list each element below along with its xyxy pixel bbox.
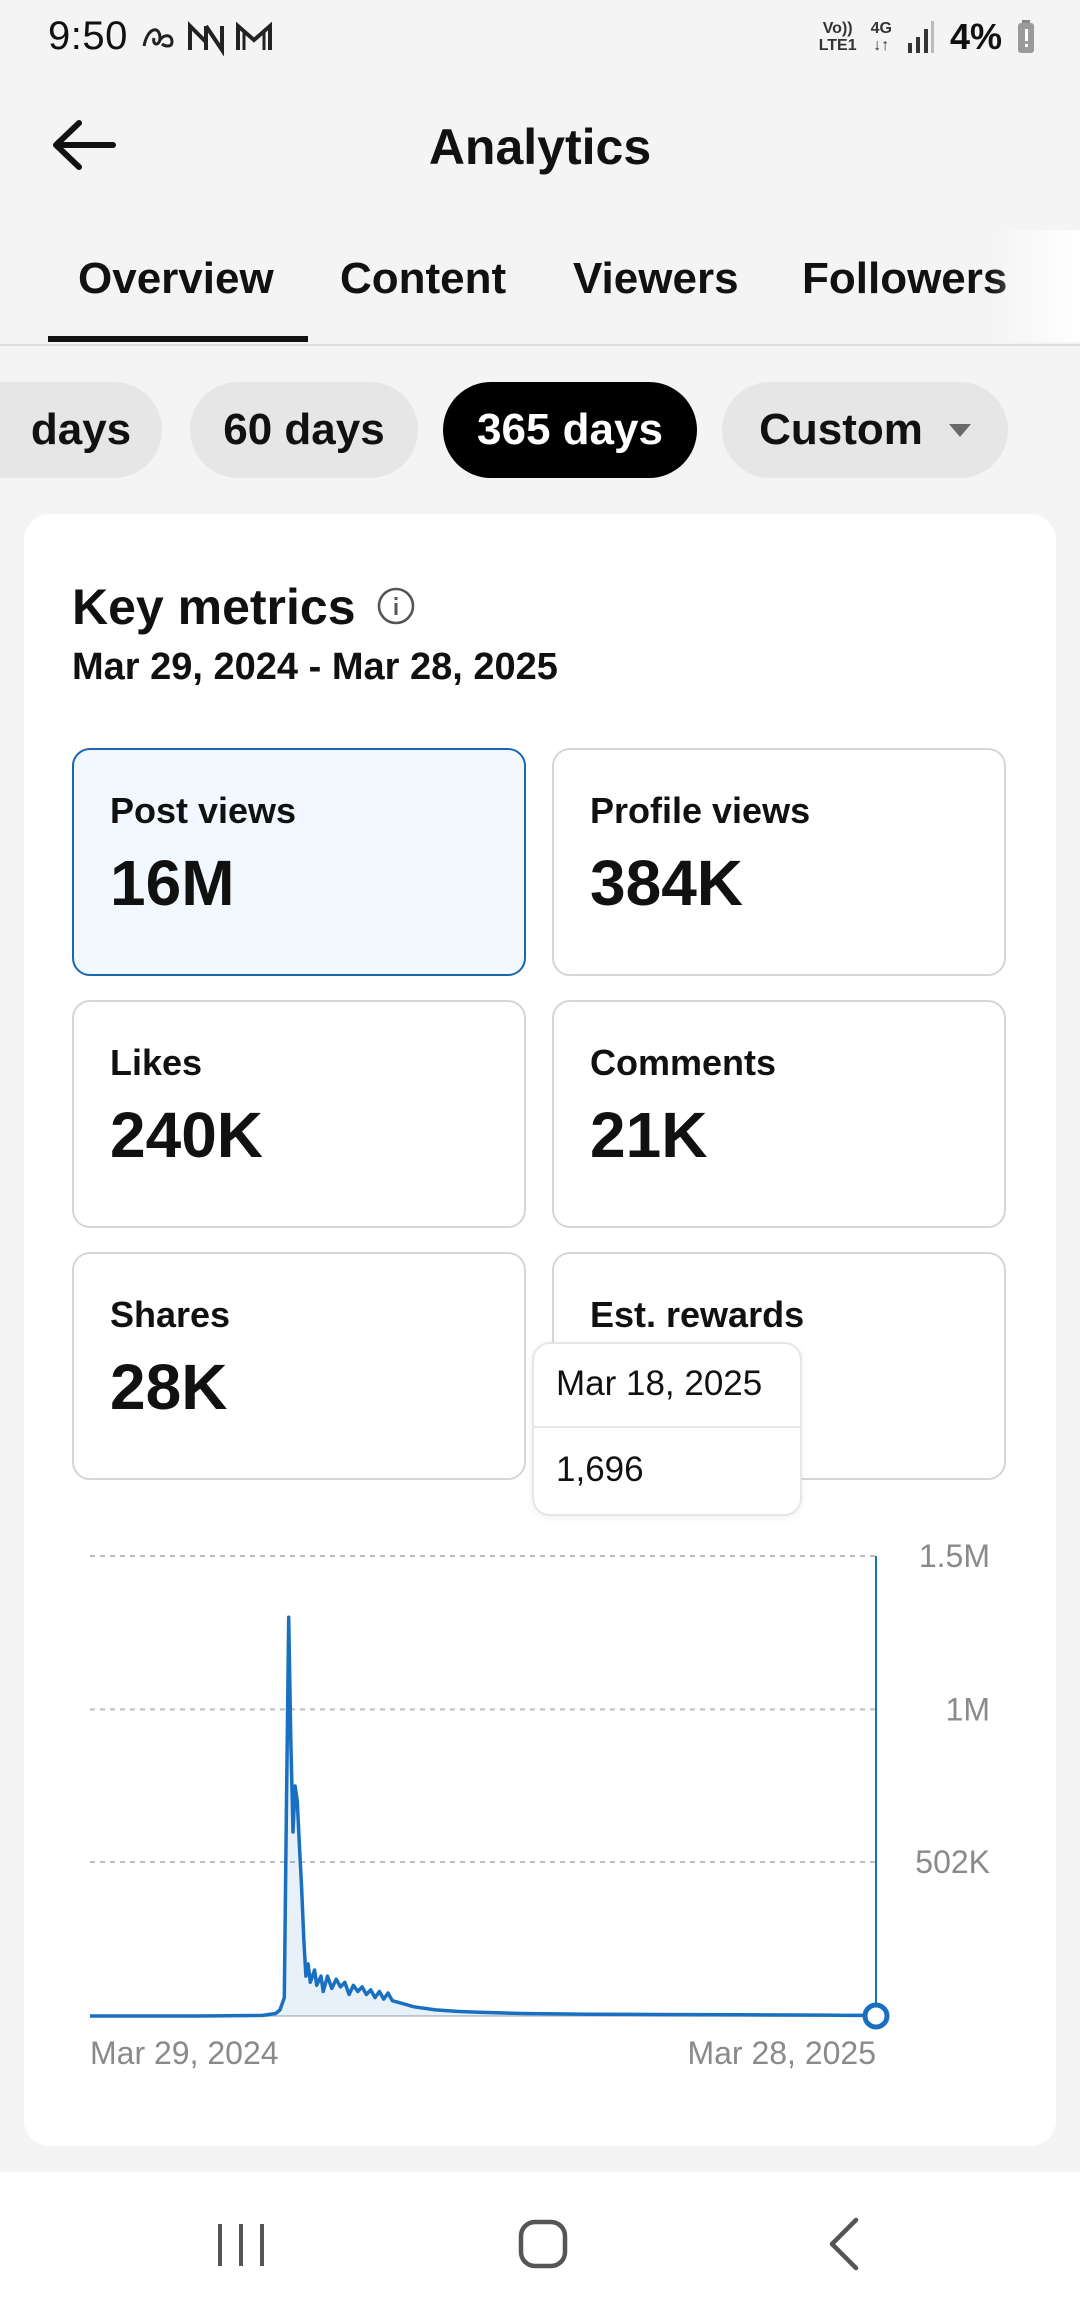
back-button[interactable]	[44, 110, 124, 180]
metric-label: Post views	[110, 790, 297, 831]
info-icon[interactable]	[376, 586, 416, 626]
metric-value: 16M	[110, 847, 235, 919]
tab-scroll-fade	[990, 230, 1080, 342]
tab-content[interactable]: Content	[340, 254, 507, 303]
date-range-chips: days 60 days 365 days Custom	[0, 382, 1080, 478]
y-tick-label: 502K	[915, 1844, 990, 1880]
metric-post-views[interactable]: Post views 16M	[72, 748, 526, 976]
x-tick-label-start: Mar 29, 2024	[90, 2035, 279, 2071]
status-left-icons	[138, 20, 274, 56]
tab-viewers[interactable]: Viewers	[573, 254, 739, 303]
metric-label: Comments	[590, 1042, 777, 1083]
y-tick-label: 1M	[946, 1691, 990, 1727]
range-chip-days[interactable]: days	[0, 382, 162, 478]
tooltip-divider	[534, 1426, 800, 1428]
y-tick-label: 1.5M	[919, 1538, 990, 1574]
vpn-n-icon	[188, 21, 224, 56]
tab-followers[interactable]: Followers	[802, 254, 1008, 303]
metric-label: Shares	[110, 1294, 231, 1335]
range-chip-60-days[interactable]: 60 days	[190, 382, 418, 478]
metric-comments[interactable]: Comments 21K	[552, 1000, 1006, 1228]
post-views-chart[interactable]: 1.5M 1M 502K Mar 29, 2024 Mar 28, 2025	[0, 0, 1080, 2172]
volte-indicator: Vo)) LTE1	[818, 20, 857, 54]
metric-label: Likes	[110, 1042, 203, 1083]
metric-value: 240K	[110, 1099, 263, 1171]
metric-label: Est. rewards	[590, 1294, 805, 1335]
battery-low-icon	[1018, 20, 1034, 53]
tab-active-indicator	[48, 336, 308, 342]
gmail-icon	[236, 21, 272, 50]
signal-icon	[907, 21, 934, 53]
date-range-text: Mar 29, 2024 - Mar 28, 2025	[72, 646, 558, 688]
metric-value: 21K	[590, 1099, 708, 1171]
range-chip-custom[interactable]: Custom	[722, 382, 1008, 478]
metric-value: 384K	[590, 847, 743, 919]
chart-tooltip: Mar 18, 2025 1,696	[532, 1342, 802, 1516]
status-time: 9:50	[48, 14, 128, 58]
battery-percent: 4%	[949, 16, 1002, 57]
page-title: Analytics	[428, 119, 652, 175]
tab-bar: Overview Content Viewers Followers	[0, 230, 1080, 346]
metric-likes[interactable]: Likes 240K	[72, 1000, 526, 1228]
caret-down-icon	[948, 423, 971, 437]
back-icon[interactable]	[800, 2208, 890, 2280]
range-chip-365-days[interactable]: 365 days	[443, 382, 697, 478]
tab-overview[interactable]: Overview	[78, 254, 274, 303]
key-metrics-title: Key metrics	[72, 579, 356, 635]
system-nav-bar	[0, 2172, 1080, 2316]
assistant-icon	[142, 28, 174, 48]
status-right: Vo)) LTE1 4G ↓↑ 4%	[819, 16, 1036, 58]
metric-label: Profile views	[590, 790, 811, 831]
network-4g-indicator: 4G ↓↑	[870, 20, 892, 54]
status-bar: 9:50 Vo)) LTE1 4G ↓↑ 4%	[0, 0, 1080, 80]
metric-shares[interactable]: Shares 28K	[72, 1252, 526, 1480]
arrow-left-icon	[53, 120, 116, 170]
tooltip-date: Mar 18, 2025	[556, 1364, 763, 1403]
home-icon[interactable]	[498, 2208, 588, 2280]
tooltip-value: 1,696	[556, 1450, 644, 1489]
highlight-point	[862, 2002, 890, 2030]
series-area	[90, 1617, 876, 2016]
metric-value: 28K	[110, 1351, 228, 1423]
recent-apps-icon[interactable]	[196, 2208, 286, 2280]
x-tick-label-end: Mar 28, 2025	[687, 2035, 876, 2071]
series-line	[90, 1615, 877, 2018]
metric-profile-views[interactable]: Profile views 384K	[552, 748, 1006, 976]
